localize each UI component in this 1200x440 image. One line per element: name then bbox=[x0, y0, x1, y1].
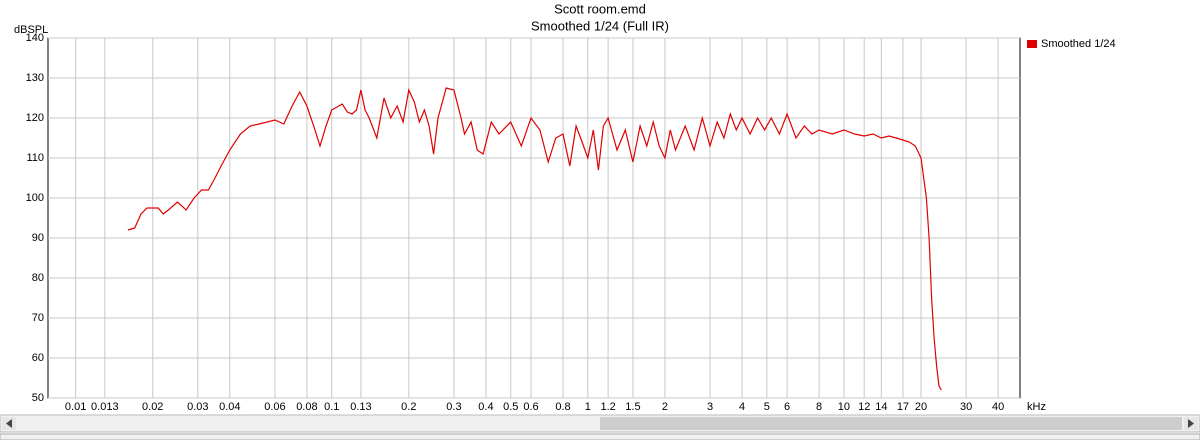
y-tick-label: 110 bbox=[26, 152, 44, 164]
y-tick-label: 130 bbox=[26, 72, 44, 84]
x-tick-label: 30 bbox=[960, 401, 972, 413]
x-tick-label: 0.03 bbox=[187, 401, 208, 413]
y-axis-label: dBSPL bbox=[14, 24, 48, 36]
x-tick-label: 0.3 bbox=[446, 401, 461, 413]
y-tick-label: 90 bbox=[32, 232, 44, 244]
y-tick-label: 140 bbox=[26, 32, 44, 44]
x-tick-label: 8 bbox=[816, 401, 822, 413]
series-line bbox=[127, 87, 942, 391]
y-tick-label: 120 bbox=[26, 112, 44, 124]
x-tick-label: 0.6 bbox=[523, 401, 538, 413]
y-tick-label: 50 bbox=[32, 392, 44, 404]
legend-swatch bbox=[1027, 40, 1037, 48]
x-tick-label: 17 bbox=[897, 401, 909, 413]
y-tick-label: 80 bbox=[32, 272, 44, 284]
x-tick-label: 0.5 bbox=[503, 401, 518, 413]
x-tick-label: 2 bbox=[662, 401, 668, 413]
x-tick-label: 12 bbox=[858, 401, 870, 413]
x-tick-label: 0.013 bbox=[91, 401, 119, 413]
y-tick-label: 60 bbox=[32, 352, 44, 364]
chart-title: Scott room.emd bbox=[554, 1, 646, 16]
plot-frame bbox=[47, 37, 1021, 399]
x-tick-label: 0.08 bbox=[296, 401, 317, 413]
x-tick-label: 0.01 bbox=[65, 401, 86, 413]
x-tick-label: 40 bbox=[992, 401, 1004, 413]
x-tick-label: 0.06 bbox=[264, 401, 285, 413]
x-axis-label: kHz bbox=[1027, 401, 1046, 413]
arrow-icon bbox=[1188, 419, 1194, 428]
x-tick-label: 10 bbox=[838, 401, 850, 413]
x-tick-label: 0.1 bbox=[324, 401, 339, 413]
x-tick-label: 20 bbox=[915, 401, 927, 413]
x-tick-label: 3 bbox=[707, 401, 713, 413]
x-tick-label: 4 bbox=[739, 401, 745, 413]
legend-label: Smoothed 1/24 bbox=[1041, 38, 1116, 50]
x-tick-label: 5 bbox=[764, 401, 770, 413]
x-tick-label: 0.02 bbox=[142, 401, 163, 413]
y-tick-label: 70 bbox=[32, 312, 44, 324]
x-tick-label: 0.4 bbox=[478, 401, 493, 413]
y-tick-label: 100 bbox=[26, 192, 44, 204]
x-tick-label: 0.2 bbox=[401, 401, 416, 413]
x-tick-label: 14 bbox=[875, 401, 887, 413]
arrow-icon bbox=[6, 419, 12, 428]
scrollbar[interactable] bbox=[0, 414, 1200, 433]
x-tick-label: 1.2 bbox=[600, 401, 615, 413]
x-tick-label: 1 bbox=[585, 401, 591, 413]
status-bar bbox=[0, 433, 1200, 440]
scroll-thumb[interactable] bbox=[600, 417, 1182, 430]
x-tick-label: 0.8 bbox=[555, 401, 570, 413]
chart-subtitle: Smoothed 1/24 (Full IR) bbox=[531, 18, 669, 33]
x-tick-label: 1.5 bbox=[625, 401, 640, 413]
x-tick-label: 6 bbox=[784, 401, 790, 413]
x-tick-label: 0.13 bbox=[350, 401, 371, 413]
x-tick-label: 0.04 bbox=[219, 401, 240, 413]
